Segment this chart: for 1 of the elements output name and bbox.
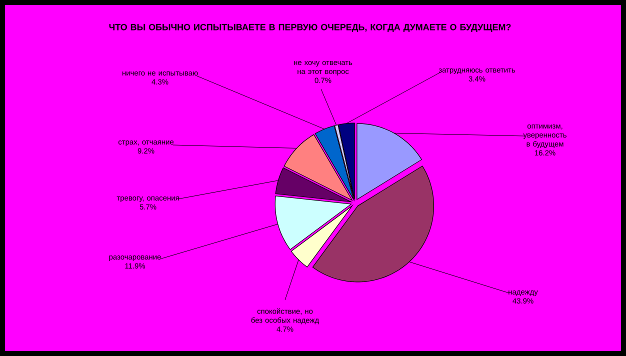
chart-title: ЧТО ВЫ ОБЫЧНО ИСПЫТЫВАЕТЕ В ПЕРВУЮ ОЧЕРЕДЬ, КОГДА ДУМАЕТЕ О БУДУЩЕМ? [109,24,511,32]
